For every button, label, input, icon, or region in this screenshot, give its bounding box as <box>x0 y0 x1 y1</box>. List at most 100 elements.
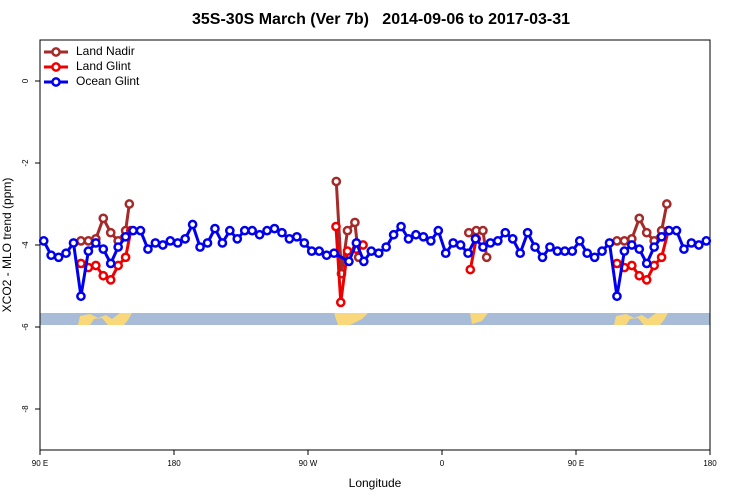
point <box>634 270 645 281</box>
point <box>165 236 176 246</box>
point <box>321 250 332 261</box>
point <box>485 238 496 248</box>
point <box>481 252 492 263</box>
point <box>649 260 660 271</box>
land-shape <box>334 313 368 325</box>
point <box>124 199 135 209</box>
point <box>574 236 585 246</box>
point <box>686 238 697 248</box>
point <box>641 275 652 285</box>
point <box>537 252 548 263</box>
point <box>135 225 146 236</box>
point <box>656 252 667 263</box>
point <box>46 250 57 261</box>
point <box>180 234 191 244</box>
land-shape <box>614 313 668 325</box>
point <box>172 238 183 248</box>
point <box>530 242 540 252</box>
point <box>634 244 645 254</box>
point <box>470 234 481 244</box>
point <box>291 231 302 242</box>
legend-marker <box>51 77 61 87</box>
point <box>545 242 555 252</box>
land-shape <box>626 318 644 325</box>
point <box>358 256 369 267</box>
series <box>76 221 674 308</box>
point <box>425 236 436 246</box>
point <box>277 227 287 238</box>
point <box>478 242 488 252</box>
x-tick-label: 180 <box>703 459 717 468</box>
point <box>396 221 406 232</box>
point <box>329 248 339 259</box>
point <box>448 238 459 248</box>
point <box>187 219 198 230</box>
point <box>388 229 399 240</box>
point <box>342 246 353 256</box>
x-tick-label: 90 E <box>568 459 584 468</box>
series <box>76 176 672 279</box>
point <box>411 229 421 240</box>
point <box>76 236 86 246</box>
point <box>664 225 674 236</box>
point <box>120 231 131 242</box>
legend-marker <box>51 47 61 57</box>
point <box>202 238 213 248</box>
land-shape <box>78 313 132 325</box>
point <box>641 227 652 238</box>
point <box>671 225 682 236</box>
y-axis-label: XCO2 - MLO trend (ppm) <box>0 178 14 313</box>
y-tick-label: -4 <box>21 241 30 249</box>
point <box>403 234 414 244</box>
x-tick-label: 90 W <box>299 459 318 468</box>
point <box>344 256 354 267</box>
point <box>210 223 220 234</box>
point <box>98 270 109 281</box>
point <box>53 252 64 263</box>
x-axis-label: Longitude <box>349 476 402 490</box>
point <box>254 229 265 240</box>
point <box>342 225 353 236</box>
point <box>582 248 593 259</box>
point <box>143 244 153 254</box>
point <box>463 227 474 238</box>
point <box>224 225 235 236</box>
point <box>612 236 622 246</box>
point <box>76 291 86 302</box>
point <box>693 240 704 250</box>
point <box>157 240 168 250</box>
point <box>105 275 116 285</box>
series-line <box>42 223 708 298</box>
point <box>105 227 116 238</box>
point <box>90 238 101 248</box>
point <box>38 236 49 246</box>
x-tick-label: 0 <box>440 459 445 468</box>
land-mask <box>40 313 710 325</box>
y-tick-label: -6 <box>21 323 30 331</box>
point <box>306 246 317 256</box>
point <box>641 258 652 269</box>
point <box>105 258 116 269</box>
point <box>522 227 533 238</box>
point <box>150 238 161 248</box>
legend-label: Land Nadir <box>76 44 135 58</box>
point <box>661 199 672 209</box>
point <box>232 234 243 244</box>
point <box>239 225 250 236</box>
point <box>217 238 228 248</box>
point <box>612 258 622 269</box>
land-shape <box>90 318 108 325</box>
point <box>284 234 295 244</box>
point <box>567 246 578 256</box>
point <box>247 225 258 236</box>
land-shape <box>470 313 488 324</box>
ocean-strip <box>40 313 710 325</box>
point <box>433 225 444 236</box>
point <box>366 246 377 256</box>
point <box>597 246 607 256</box>
series <box>38 219 712 302</box>
point <box>478 225 488 236</box>
point <box>634 213 645 224</box>
point <box>331 221 341 232</box>
